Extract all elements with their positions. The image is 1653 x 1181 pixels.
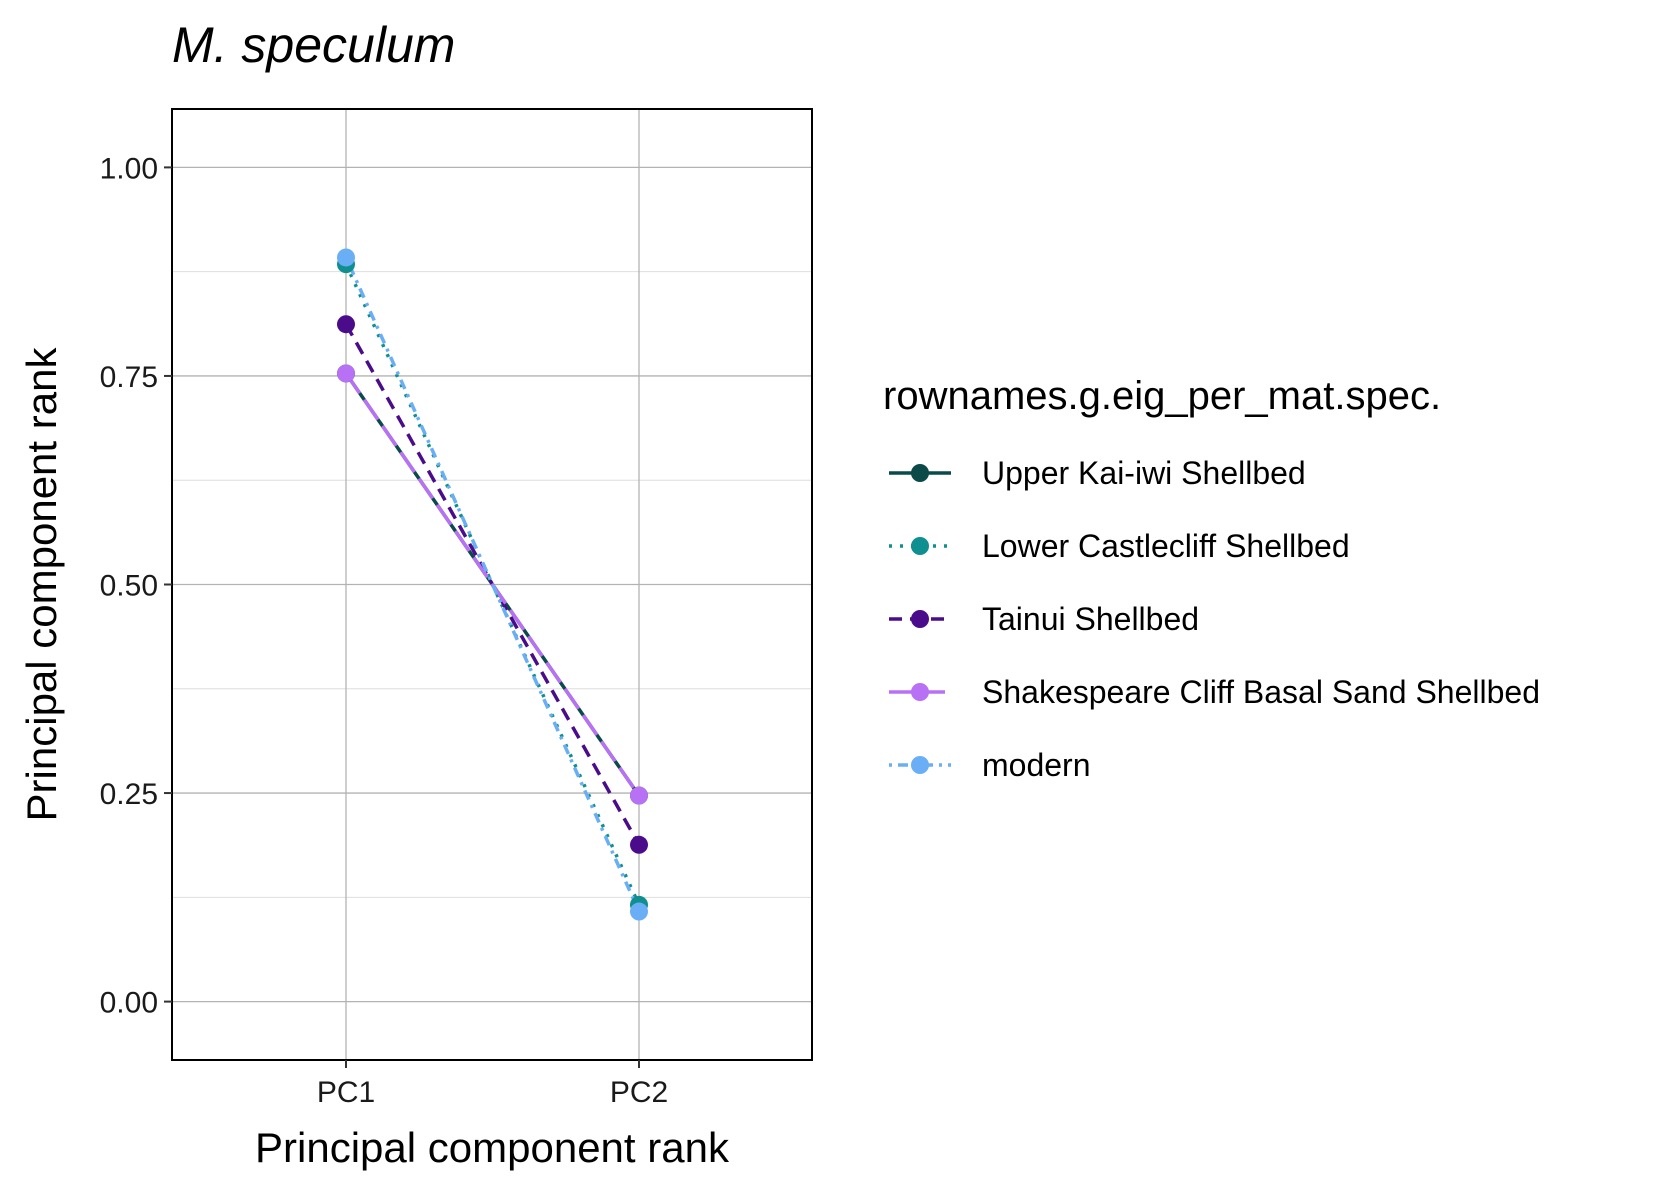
y-tick-label: 1.00 xyxy=(100,152,158,185)
series-layer xyxy=(337,248,648,921)
legend-label: Upper Kai-iwi Shellbed xyxy=(982,455,1306,491)
y-tick-label: 0.75 xyxy=(100,361,158,394)
data-point xyxy=(337,315,355,334)
x-axis-title: Principal component rank xyxy=(255,1124,730,1171)
data-point xyxy=(630,786,648,805)
legend-item: Upper Kai-iwi Shellbed xyxy=(889,455,1306,491)
legend-key-marker xyxy=(911,756,929,774)
data-point xyxy=(337,364,355,383)
y-tick-label: 0.50 xyxy=(100,570,158,603)
x-tick-label: PC1 xyxy=(317,1076,375,1109)
legend-item: Lower Castlecliff Shellbed xyxy=(889,528,1350,564)
chart-title: M. speculum xyxy=(172,17,455,73)
axes: 0.00 0.25 0.50 0.75 1.00 PC1 PC2 xyxy=(100,108,813,1109)
data-point xyxy=(630,902,648,921)
legend-label: modern xyxy=(982,747,1091,783)
x-tick-label: PC2 xyxy=(610,1076,668,1109)
legend-key-marker xyxy=(911,464,929,482)
data-point xyxy=(630,835,648,854)
series-line xyxy=(344,372,641,797)
legend-label: Tainui Shellbed xyxy=(982,601,1199,637)
y-tick-label: 0.00 xyxy=(100,987,158,1020)
data-point xyxy=(337,248,355,267)
legend-key-marker xyxy=(911,610,929,628)
legend-item: Tainui Shellbed xyxy=(889,601,1199,637)
legend-title: rownames.g.eig_per_mat.spec. xyxy=(883,374,1441,418)
legend: rownames.g.eig_per_mat.spec. Upper Kai-i… xyxy=(883,374,1540,783)
legend-key-marker xyxy=(911,537,929,555)
legend-label: Lower Castlecliff Shellbed xyxy=(982,528,1350,564)
legend-key-marker xyxy=(911,683,929,701)
legend-item: modern xyxy=(889,747,1091,783)
y-axis-title: Principal component rank xyxy=(18,347,65,822)
legend-item: Shakespeare Cliff Basal Sand Shellbed xyxy=(889,674,1540,710)
legend-label: Shakespeare Cliff Basal Sand Shellbed xyxy=(982,674,1540,710)
y-tick-label: 0.25 xyxy=(100,778,158,811)
